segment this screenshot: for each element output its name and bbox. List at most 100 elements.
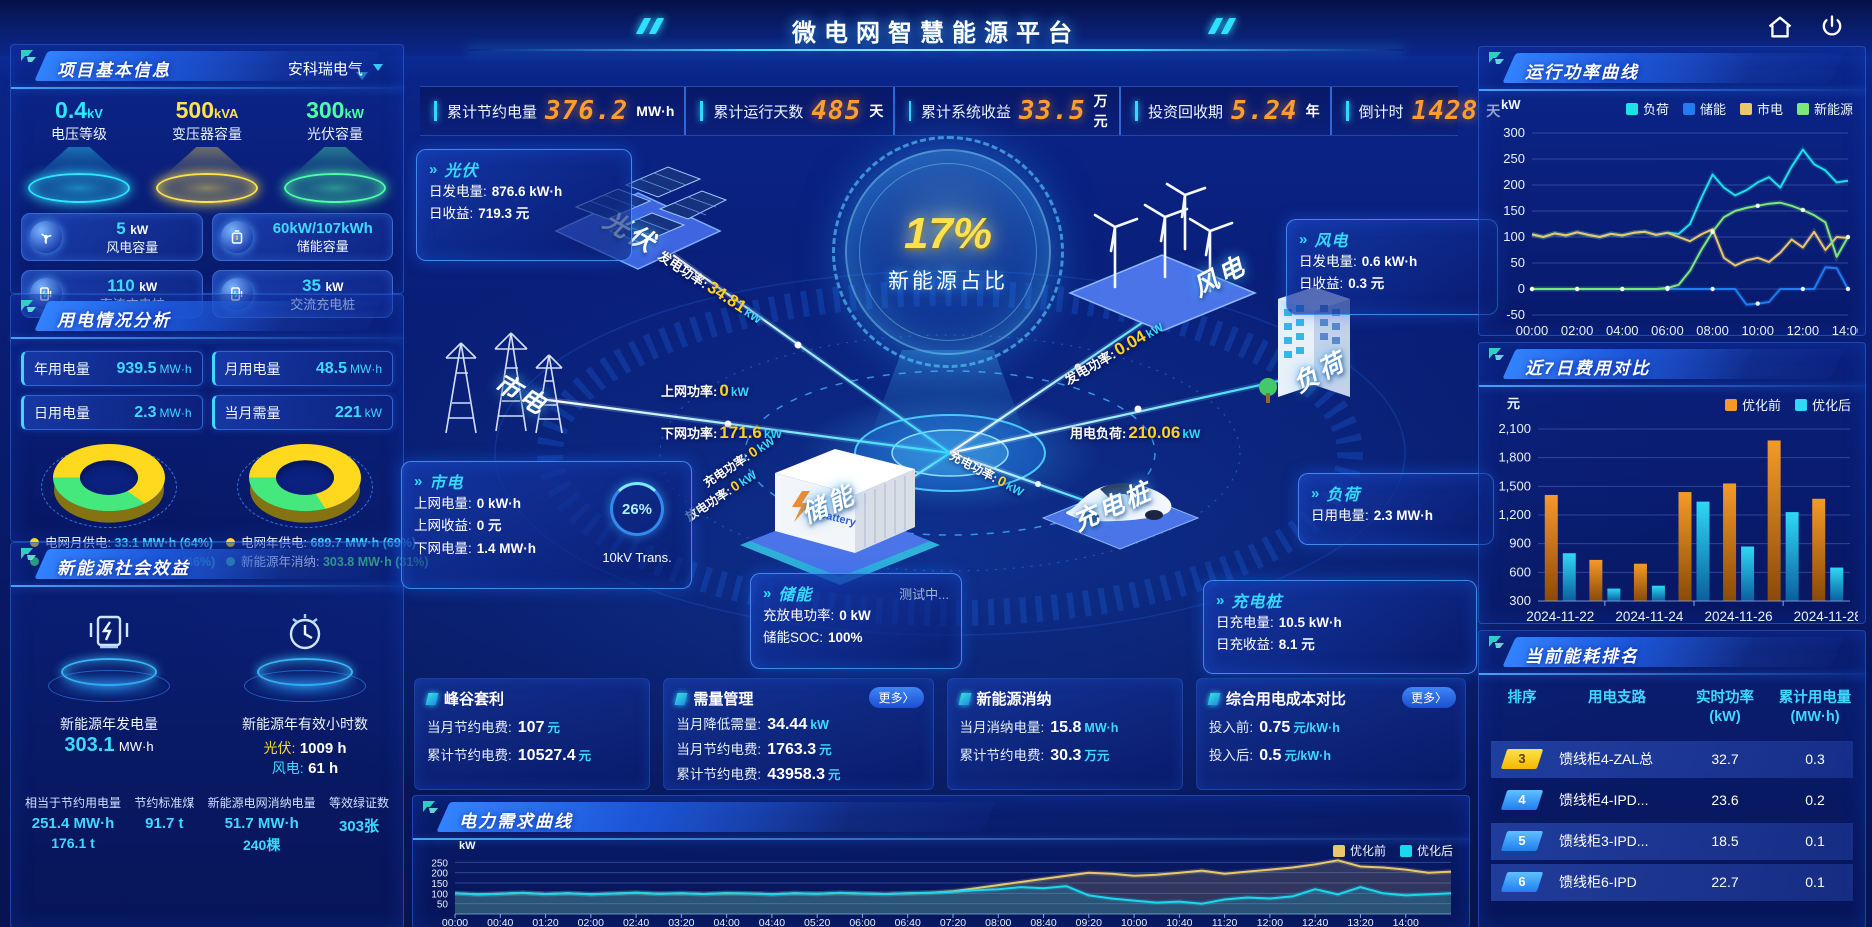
stat-month-usage: 月用电量 48.5 MW·h [211, 351, 393, 386]
stat-day-usage: 日用电量 2.3 MW·h [21, 395, 203, 430]
branch-name: 馈线柜3-IPD... [1559, 833, 1649, 850]
stat-transformer-capacity: 500kVA 变压器容量 [147, 97, 267, 203]
bolt-icon [89, 615, 129, 649]
table-row[interactable]: 3 馈线柜4-ZAL总 32.7 0.3 [1491, 740, 1853, 778]
stat-saved-coal: 节约标准煤 91.7 t [134, 796, 195, 832]
svg-text:900: 900 [1509, 536, 1531, 551]
svg-text:2024-11-28: 2024-11-28 [1794, 609, 1858, 624]
rank-badge: 5 [1500, 831, 1544, 852]
stat-effective-hours: 新能源年有效小时数 光伏: 1009 h 风电: 61 h [242, 716, 368, 777]
svg-text:-50: -50 [1506, 307, 1525, 322]
svg-text:300: 300 [1503, 125, 1525, 140]
info-box-storage: » 储能 测试中... 充放电功率: 0 kW 储能SOC: 100% [750, 573, 962, 669]
chevron-down-icon [373, 64, 383, 76]
svg-text:07:20: 07:20 [940, 917, 966, 927]
svg-text:50: 50 [1511, 255, 1525, 270]
svg-text:50: 50 [437, 900, 449, 911]
svg-text:12:00: 12:00 [1257, 917, 1283, 927]
svg-text:04:00: 04:00 [713, 917, 739, 927]
transformer-label: 10kV Trans. [602, 550, 672, 565]
panel-energy-ranking: 当前能耗排名 排序 用电支路 实时功率 (kW) 累计用电量 (MW·h) 3 馈线柜… [1478, 630, 1866, 927]
panel-title: 运行功率曲线 [1525, 63, 1639, 82]
svg-text:00:40: 00:40 [487, 917, 513, 927]
kpi-energy-saved: 累计节约电量 376.2 MW·h [420, 87, 684, 135]
svg-text:10:40: 10:40 [1166, 917, 1192, 927]
flow-net-up: 上网功率: 0 kW [661, 381, 749, 400]
panel-header: 电力需求曲线 [419, 801, 1047, 835]
legend-item[interactable]: 新能源 [1796, 99, 1853, 118]
svg-text:12:00: 12:00 [1787, 323, 1820, 338]
svg-text:08:40: 08:40 [1030, 917, 1056, 927]
svg-text:04:40: 04:40 [759, 917, 785, 927]
panel-title: 电力需求曲线 [459, 812, 573, 831]
company-dropdown[interactable]: 安科瑞电气 [288, 58, 383, 79]
renewable-share-value: 17% [903, 209, 993, 258]
total-energy: 0.3 [1805, 751, 1825, 768]
svg-text:06:00: 06:00 [849, 917, 875, 927]
panel-social-benefit: 新能源社会效益 新能源年发电量 303.1 MW·h 新能源年有效小时数 光伏:… [10, 542, 404, 927]
svg-text:10:00: 10:00 [1741, 323, 1774, 338]
svg-text:02:00: 02:00 [578, 917, 604, 927]
svg-text:10:00: 10:00 [1121, 917, 1147, 927]
card-cost-comparison: 综合用电成本对比 更多〉 投入前: 0.75 元/kW·h 投入后: 0.5 元/kW·… [1195, 678, 1466, 790]
svg-text:2024-11-24: 2024-11-24 [1615, 609, 1684, 624]
svg-text:200: 200 [1503, 177, 1525, 192]
corner-icon [1489, 52, 1504, 64]
kpi-run-days: 累计运行天数 485 天 [684, 87, 893, 135]
kpi-countdown: 倒计时1428天 [1329, 87, 1511, 135]
svg-text:150: 150 [431, 879, 448, 890]
company-name: 安科瑞电气 [287, 61, 363, 78]
legend-item[interactable]: 负荷 [1625, 99, 1669, 118]
card-wind-capacity: 5 kW 风电容量 [21, 213, 203, 261]
info-box-pv: » 光伏 日发电量: 876.6 kW·h 日收益: 719.3 元 [416, 149, 632, 261]
month-supply-donut-chart [53, 444, 165, 512]
corner-icon [21, 300, 36, 312]
more-button[interactable]: 更多〉 [1401, 687, 1456, 708]
legend-item[interactable]: 优化后 [1794, 395, 1851, 414]
branch-name: 馈线柜4-IPD... [1559, 792, 1649, 809]
corner-icon [1489, 348, 1504, 360]
svg-text:12:40: 12:40 [1302, 917, 1328, 927]
ranking-table-body: 3 馈线柜4-ZAL总 32.7 0.3 4 馈线柜4-IPD... 23.6 0.2 5 馈线柜… [1491, 740, 1853, 901]
table-row[interactable]: 4 馈线柜4-IPD... 23.6 0.2 [1491, 782, 1853, 819]
total-energy: 0.1 [1805, 833, 1825, 850]
transformer-widget: 26% 10kV Trans. [595, 482, 679, 565]
more-button[interactable]: 更多〉 [869, 687, 924, 708]
panel-header: 项目基本信息 安科瑞电气 [17, 50, 397, 84]
demand-chart-legend: 优化前 优化后 [1332, 842, 1453, 859]
caret-decoration [356, 72, 368, 86]
legend-item[interactable]: 市电 [1739, 99, 1783, 118]
y-axis-unit: 元 [1507, 396, 1521, 411]
y-axis-unit: kW [1501, 97, 1521, 112]
home-icon[interactable] [1766, 13, 1794, 41]
chevron-right-icon: » [763, 584, 772, 602]
table-row[interactable]: 6 馈线柜6-IPD 22.7 0.1 [1491, 863, 1853, 901]
generation-pedestal [44, 607, 174, 702]
legend-item[interactable]: 优化后 [1399, 842, 1453, 859]
flow-load-power: 用电负荷: 210.06 kW [1070, 423, 1201, 442]
panel-usage-analysis: 用电情况分析 年用电量 939.5 MW·h 月用电量 48.5 MW·h 日用电量 2.… [10, 294, 429, 569]
stat-pv-capacity: 300kW 光伏容量 [275, 97, 395, 203]
legend-item[interactable]: 储能 [1682, 99, 1726, 118]
renewable-share-label: 新能源占比 [888, 270, 1008, 293]
svg-text:2,100: 2,100 [1498, 421, 1531, 436]
card-storage-capacity: 60kW/107kWh 储能容量 [211, 213, 393, 261]
usage-stats: 年用电量 939.5 MW·h 月用电量 48.5 MW·h 日用电量 2.3 MW·h 当… [11, 339, 403, 430]
svg-text:300: 300 [1509, 593, 1531, 608]
chevron-right-icon: » [429, 160, 438, 178]
legend-item[interactable]: 优化前 [1332, 842, 1386, 859]
power-icon[interactable] [1818, 13, 1846, 41]
branch-name: 馈线柜6-IPD [1559, 874, 1637, 891]
corner-icon [21, 50, 36, 62]
table-row[interactable]: 5 馈线柜3-IPD... 18.5 0.1 [1491, 822, 1853, 860]
realtime-power: 22.7 [1711, 874, 1739, 891]
legend-item[interactable]: 优化前 [1724, 395, 1781, 414]
rank-badge: 6 [1500, 872, 1544, 893]
svg-text:05:20: 05:20 [804, 917, 830, 927]
panel-demand-curve: 电力需求曲线 kW 优化前 优化后 250 200 150 100 50 00:00 00:4… [412, 795, 1470, 927]
svg-text:2024-11-22: 2024-11-22 [1526, 609, 1594, 624]
panel-title: 当前能耗排名 [1525, 647, 1639, 666]
